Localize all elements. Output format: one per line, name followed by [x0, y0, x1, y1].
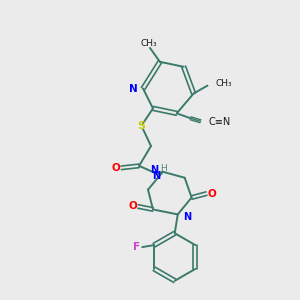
Text: N: N: [150, 165, 158, 175]
Text: O: O: [207, 189, 216, 199]
Text: N: N: [183, 212, 191, 222]
Text: O: O: [112, 163, 121, 173]
Text: N: N: [152, 171, 160, 181]
Text: O: O: [129, 202, 137, 212]
Text: N: N: [129, 84, 138, 94]
Text: CH₃: CH₃: [141, 38, 157, 47]
Text: C≡N: C≡N: [208, 117, 231, 127]
Text: CH₃: CH₃: [215, 79, 232, 88]
Text: H: H: [160, 164, 167, 173]
Text: S: S: [137, 121, 145, 131]
Text: F: F: [133, 242, 140, 252]
